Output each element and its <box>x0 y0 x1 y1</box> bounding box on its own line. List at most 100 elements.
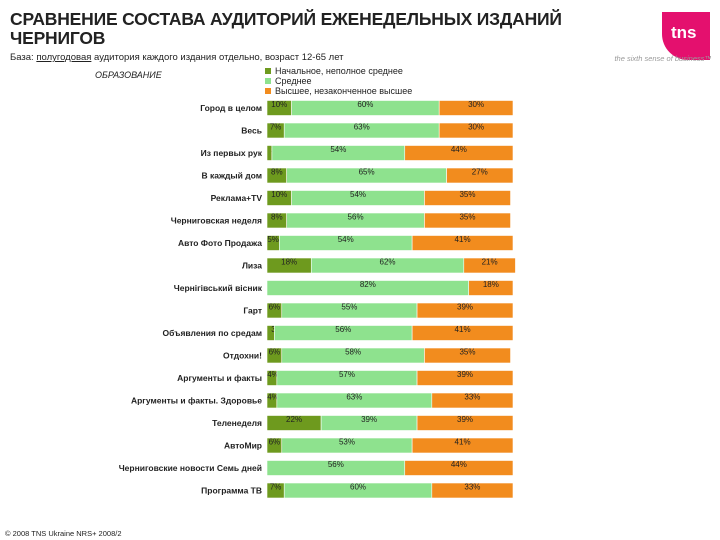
category-label: Аргументы и факты. Здоровье <box>131 396 262 406</box>
data-label: 7% <box>270 483 282 492</box>
data-label: 27% <box>472 168 488 177</box>
data-label: 21% <box>482 258 498 267</box>
data-label: 63% <box>354 123 370 132</box>
data-label: 35% <box>459 213 475 222</box>
category-label: Черниговские новости Семь дней <box>119 463 262 473</box>
data-label: 22% <box>286 415 302 424</box>
data-label: 18% <box>281 258 297 267</box>
legend-swatch-higher <box>265 88 271 94</box>
category-label: Аргументы и факты <box>177 373 262 383</box>
bar-segment <box>416 370 514 386</box>
data-label: 55% <box>341 303 357 312</box>
category-label: Отдохни! <box>223 351 262 361</box>
data-label: 60% <box>350 483 366 492</box>
data-label: 39% <box>457 415 473 424</box>
data-label: 53% <box>339 438 355 447</box>
data-label: 4% <box>267 370 279 379</box>
bar-segment <box>463 257 516 274</box>
legend-label-higher: Высшее, незаконченное высшее <box>275 86 413 96</box>
footer-copyright: © 2008 TNS Ukraine NRS+ 2008/2 <box>5 529 122 538</box>
bar-segment <box>424 212 511 229</box>
data-label: 54% <box>330 145 346 154</box>
data-label: 5% <box>267 235 279 244</box>
chart-section-label: ОБРАЗОВАНИЕ <box>95 70 162 80</box>
data-label: 10% <box>271 100 287 109</box>
bar-segment <box>411 325 514 341</box>
chart-subtitle: База: полугодовая аудитория каждого изда… <box>10 52 344 63</box>
legend-swatch-secondary <box>265 78 271 84</box>
bar-segment <box>468 280 514 296</box>
legend-swatch-primary <box>265 68 271 74</box>
brand-tagline: the sixth sense of business™ <box>614 54 712 63</box>
data-label: 6% <box>269 303 281 312</box>
data-label: 30% <box>468 123 484 132</box>
bar-segment <box>416 302 514 319</box>
bar-segment <box>431 392 514 409</box>
bar-segment <box>404 145 514 161</box>
data-label: 41% <box>455 438 471 447</box>
data-label: 56% <box>328 460 344 469</box>
category-label: Город в целом <box>200 103 262 113</box>
logo-text: tns <box>671 23 697 42</box>
data-label: 6% <box>269 438 281 447</box>
legend-item-higher: Высшее, незаконченное высшее <box>265 86 412 96</box>
bar-segment <box>424 347 511 364</box>
data-label: 10% <box>271 190 287 199</box>
tns-logo: tns <box>662 12 710 60</box>
data-label: 58% <box>345 348 361 357</box>
category-label: Программа ТВ <box>201 486 262 496</box>
bar-segment <box>438 100 514 116</box>
data-label: 56% <box>335 325 351 334</box>
category-label: АвтоМир <box>224 441 262 451</box>
data-label: 54% <box>338 235 354 244</box>
data-label: 39% <box>457 303 473 312</box>
category-label: Чернігівський вісник <box>174 283 263 293</box>
category-label: В каждый дом <box>201 171 262 181</box>
chart-legend: Начальное, неполное среднее Среднее Высш… <box>265 66 412 96</box>
subtitle-underlined: полугодовая <box>36 52 92 63</box>
bar-segment <box>424 190 511 206</box>
legend-item-primary: Начальное, неполное среднее <box>265 66 412 76</box>
data-label: 39% <box>361 415 377 424</box>
data-label: 54% <box>350 190 366 199</box>
data-label: 33% <box>464 483 480 492</box>
category-label: Весь <box>241 126 262 136</box>
legend-label-secondary: Среднее <box>275 76 312 86</box>
category-label: Реклама+ТV <box>211 193 263 203</box>
page-title: СРАВНЕНИЕ СОСТАВА АУДИТОРИЙ ЕЖЕНЕДЕЛЬНЫХ… <box>10 9 562 48</box>
data-label: 41% <box>455 235 471 244</box>
data-label: 30% <box>468 100 484 109</box>
category-label: Черниговская неделя <box>171 216 262 226</box>
bar-segment <box>446 167 514 184</box>
category-label: Объявления по средам <box>163 328 262 338</box>
data-label: 6% <box>269 348 281 357</box>
category-label: Авто Фото Продажа <box>178 238 262 248</box>
data-label: 35% <box>459 190 475 199</box>
data-label: 39% <box>457 370 473 379</box>
legend-label-primary: Начальное, неполное среднее <box>275 66 403 76</box>
category-label: Гарт <box>243 306 262 316</box>
subtitle-rest: аудитория каждого издания отдельно, возр… <box>94 52 344 63</box>
category-label: Из первых рук <box>201 148 263 158</box>
data-label: 63% <box>346 393 362 402</box>
subtitle-prefix: База: <box>10 52 34 63</box>
data-label: 44% <box>451 145 467 154</box>
data-label: 35% <box>459 348 475 357</box>
data-label: 44% <box>451 460 467 469</box>
data-label: 60% <box>357 100 373 109</box>
data-label: 18% <box>483 280 499 289</box>
data-label: 65% <box>359 168 375 177</box>
bar-segment <box>431 482 514 499</box>
data-label: 82% <box>360 280 376 289</box>
category-label: Лиза <box>242 261 262 271</box>
legend-item-secondary: Среднее <box>265 76 412 86</box>
data-label: 7% <box>270 123 282 132</box>
category-label: Теленеделя <box>212 418 262 428</box>
bar-segment <box>411 235 514 251</box>
bar-segment <box>411 437 514 454</box>
data-label: 8% <box>271 168 283 177</box>
data-label: 41% <box>455 325 471 334</box>
bar-segment <box>438 122 514 139</box>
data-label: 56% <box>348 213 364 222</box>
data-label: 62% <box>380 258 396 267</box>
